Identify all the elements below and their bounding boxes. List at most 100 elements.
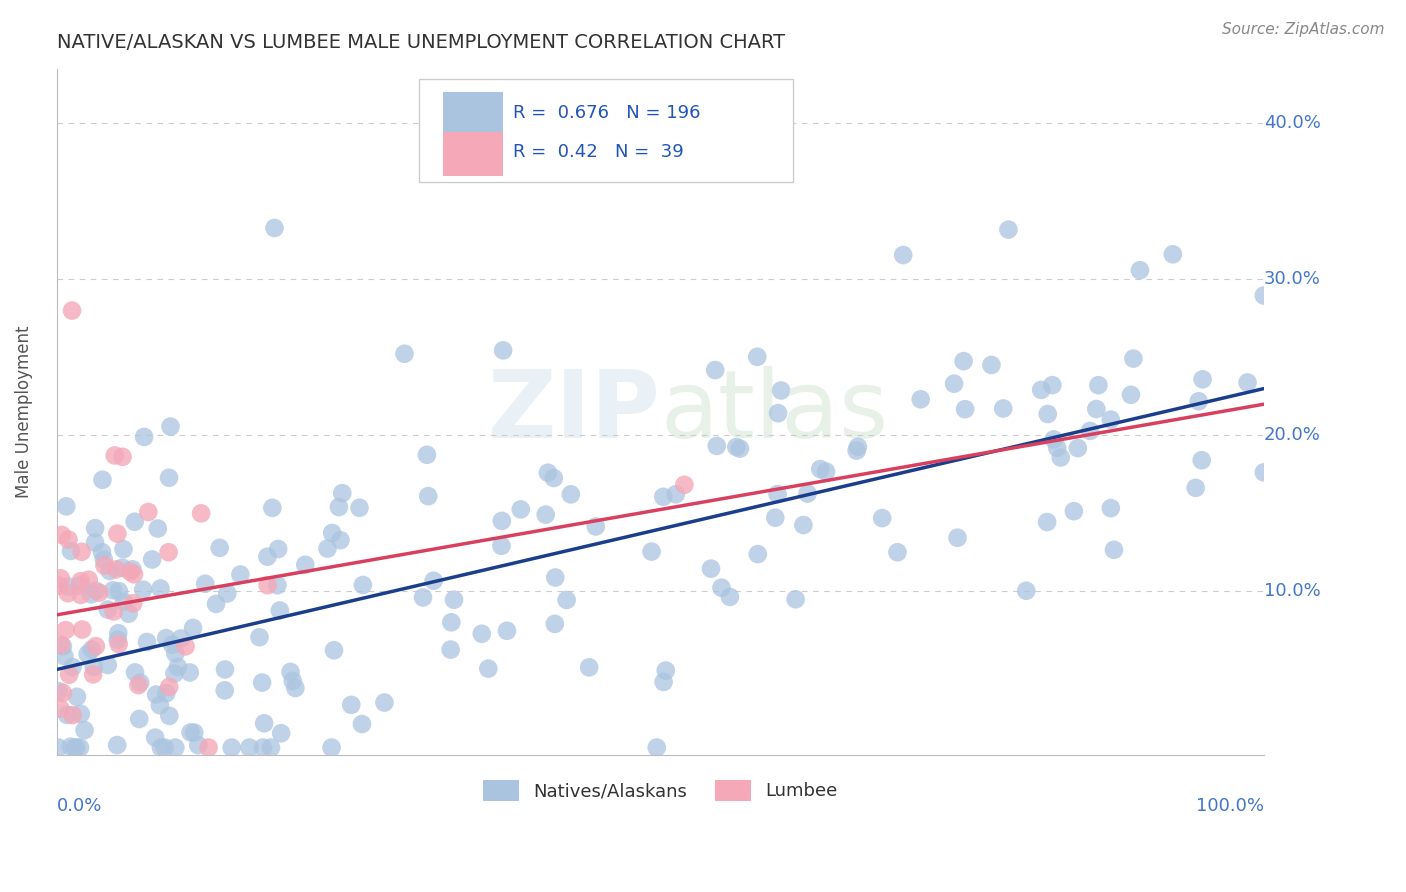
Point [167,660,190,674]
Point [120,565,142,579]
Text: R =  0.676   N = 196: R = 0.676 N = 196 [513,103,700,122]
Point [111,450,134,464]
Point [1236,376,1258,390]
Point [107,632,129,647]
Point [194,576,217,591]
Point [350,717,373,731]
Point [1253,288,1275,302]
Point [1119,388,1142,402]
Point [491,539,513,553]
Point [534,508,557,522]
Point [183,725,205,739]
Point [82,667,104,681]
Point [197,740,219,755]
Point [262,500,284,515]
Point [747,350,769,364]
Point [1184,481,1206,495]
Point [55,500,77,514]
Point [149,740,172,755]
Point [585,519,607,533]
Point [83,660,105,674]
Point [706,439,728,453]
Text: R =  0.42   N =  39: R = 0.42 N = 39 [513,144,683,161]
Point [52,686,75,700]
Point [208,541,231,555]
Point [132,582,155,597]
Point [952,354,974,368]
Point [256,578,278,592]
Point [1191,372,1213,386]
Point [266,578,288,592]
Point [1161,247,1184,261]
Point [491,514,513,528]
Point [440,642,463,657]
Point [121,562,143,576]
Point [373,696,395,710]
Point [127,678,149,692]
Point [471,626,494,640]
Point [111,560,134,574]
Point [953,402,976,417]
Point [62,660,84,674]
Point [496,624,519,638]
Point [69,578,91,592]
Point [1036,515,1059,529]
Point [1067,441,1090,455]
Point [112,594,135,608]
Point [62,708,84,723]
Point [69,740,91,755]
Point [477,662,499,676]
Point [544,570,567,584]
Point [84,639,107,653]
Point [157,545,180,559]
Point [1122,351,1144,366]
Point [97,602,120,616]
Point [253,716,276,731]
Point [134,430,156,444]
Text: 40.0%: 40.0% [1264,114,1320,132]
Point [1031,383,1053,397]
Point [792,518,814,533]
Point [117,607,139,621]
Point [93,558,115,573]
Point [214,662,236,676]
Point [155,686,177,700]
Point [163,666,186,681]
Point [56,707,79,722]
Point [1085,402,1108,417]
Point [260,740,283,755]
Point [84,583,107,598]
Point [98,564,121,578]
Point [1078,424,1101,438]
Point [58,533,80,547]
Point [645,740,668,755]
Point [107,526,129,541]
Point [174,640,197,654]
Point [129,675,152,690]
Point [1036,407,1059,421]
Point [205,597,228,611]
Point [101,583,124,598]
Point [886,545,908,559]
Text: 20.0%: 20.0% [1264,426,1320,444]
Point [718,590,741,604]
Point [704,363,727,377]
Point [153,740,176,755]
Point [55,623,77,637]
Point [1102,542,1125,557]
Point [49,571,72,585]
Point [107,637,129,651]
Point [179,665,201,680]
Point [49,638,72,652]
Point [249,630,271,644]
Point [146,521,169,535]
Point [256,549,278,564]
Point [766,406,789,420]
Point [870,511,893,525]
Point [69,706,91,721]
Point [284,681,307,695]
Point [159,419,181,434]
Point [943,376,966,391]
Point [330,486,353,500]
Point [56,586,79,600]
